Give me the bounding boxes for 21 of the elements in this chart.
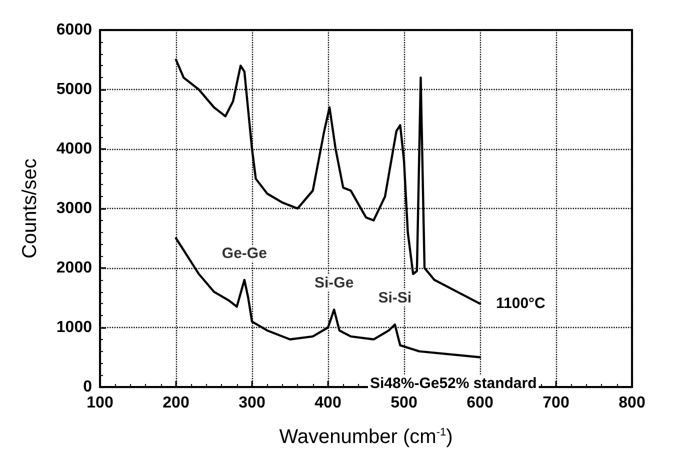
x-tick-label: 700 (542, 394, 570, 412)
y-tick-label: 2000 (56, 260, 92, 276)
x-tick-label: 500 (390, 394, 418, 412)
x-tick-label: 600 (466, 394, 494, 412)
series-label: Si48%-Ge52% standard (370, 374, 537, 392)
x-tick-label: 100 (86, 394, 114, 412)
y-tick-label: 6000 (56, 22, 92, 38)
annotation: Si-Si (378, 290, 412, 307)
x-tick-label: 200 (162, 394, 190, 412)
y-tick-label: 0 (83, 378, 92, 396)
series-label: 1100°C (496, 295, 546, 312)
annotation: Si-Ge (314, 274, 354, 292)
y-tick-label: 4000 (56, 140, 92, 158)
y-tick-label: 1000 (56, 319, 92, 336)
y-tick-label: 3000 (56, 200, 92, 217)
y-tick-label: 5000 (56, 81, 92, 98)
x-tick-label: 300 (238, 394, 266, 412)
annotation: Ge-Ge (222, 244, 267, 262)
y-axis-title: Counts/sec (19, 158, 41, 259)
x-tick-label: 400 (314, 394, 342, 412)
x-tick-label: 800 (618, 394, 646, 412)
